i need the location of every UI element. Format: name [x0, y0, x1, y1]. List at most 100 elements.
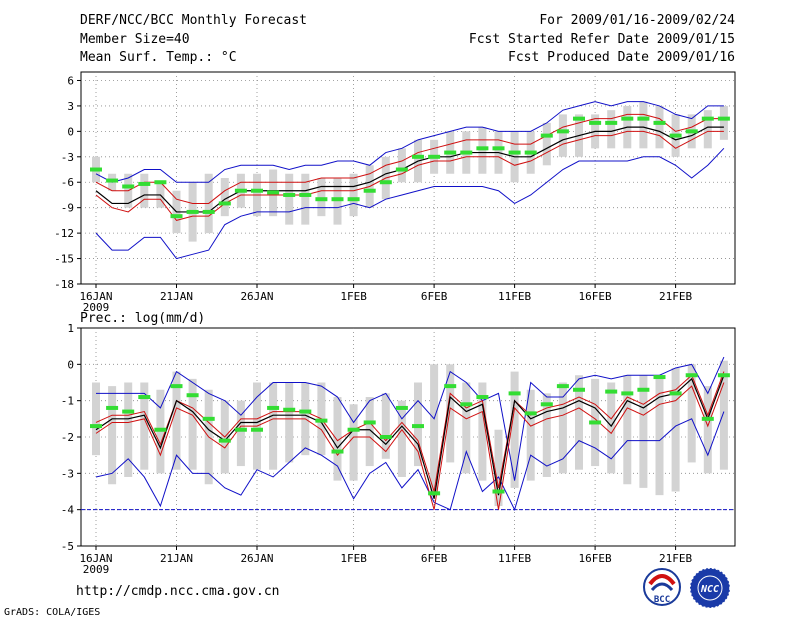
prec-ensemble-box — [542, 393, 551, 477]
prec-ensemble-box — [188, 378, 197, 470]
temp-x-tick-year: 2009 — [83, 301, 110, 314]
prec-obs-marker — [106, 405, 119, 410]
temp-obs-marker — [234, 188, 247, 193]
prec-obs-marker — [605, 389, 618, 394]
prec-x-tick-label: 21JAN — [160, 552, 193, 565]
temp-obs-marker — [556, 129, 569, 134]
prec-ensemble-box — [510, 371, 519, 488]
prec-x-tick-label: 26JAN — [240, 552, 273, 565]
prec-x-tick-label: 21FEB — [659, 552, 692, 565]
prec-p10-line — [95, 382, 725, 510]
temp-ensemble-box — [703, 110, 712, 149]
temp-obs-marker — [717, 116, 730, 121]
temp-ensemble-box — [333, 178, 342, 225]
prec-obs-marker — [621, 391, 634, 396]
prec-ensemble-box — [719, 360, 728, 470]
prec-x-tick-year: 2009 — [83, 563, 110, 576]
temp-obs-marker — [428, 154, 441, 159]
temp-ensemble-box — [285, 173, 294, 225]
prec-max-line — [96, 356, 725, 481]
prec-obs-marker — [492, 489, 505, 494]
temp-obs-marker — [476, 146, 489, 151]
temp-ensemble-box — [397, 148, 406, 183]
temp-obs-marker — [154, 180, 167, 185]
temp-obs-marker — [251, 188, 263, 193]
prec-y-tick-label: 0 — [67, 358, 74, 371]
prec-ensemble-box — [397, 400, 406, 477]
prec-ensemble-box — [526, 389, 535, 481]
prec-obs-marker — [90, 424, 102, 429]
prec-obs-marker — [315, 418, 328, 423]
temp-x-tick-label: 21FEB — [659, 290, 692, 303]
prec-y-tick-label: -3 — [61, 467, 74, 480]
temp-obs-marker — [267, 190, 280, 195]
temp-x-tick-label: 6FEB — [421, 290, 448, 303]
prec-ensemble-box — [575, 375, 583, 470]
temp-x-tick-label: 11FEB — [498, 290, 531, 303]
temp-plot-frame — [80, 71, 736, 285]
prec-y-tick-label: -4 — [61, 504, 75, 517]
prec-obs-marker — [428, 491, 441, 496]
temp-obs-marker — [621, 116, 634, 121]
prec-ensemble-box — [365, 397, 374, 467]
header-period: For 2009/01/16-2009/02/24 — [539, 13, 735, 28]
prec-ensemble-box — [333, 397, 342, 481]
prec-obs-marker — [347, 427, 360, 432]
prec-obs-marker — [395, 405, 408, 410]
temp-obs-marker — [218, 201, 231, 206]
temp-ensemble-box — [140, 173, 149, 208]
temp-max-line — [95, 101, 724, 183]
temp-ensemble-box — [655, 105, 664, 149]
temp-ensemble-box — [220, 178, 229, 217]
prec-obs-marker — [331, 449, 344, 454]
source-url[interactable]: http://cmdp.ncc.cma.gov.cn — [76, 584, 280, 599]
temp-obs-marker — [573, 116, 585, 121]
ncc-logo: NCC — [689, 567, 731, 609]
temp-obs-marker — [395, 167, 408, 172]
temp-obs-marker — [90, 167, 102, 172]
prec-ensemble-box — [140, 382, 149, 470]
prec-obs-marker — [540, 402, 553, 407]
prec-obs-marker — [363, 420, 376, 425]
header-start-date: Fcst Started Refer Date 2009/01/15 — [469, 32, 735, 47]
prec-ensemble-box — [430, 364, 439, 496]
temp-obs-marker — [444, 150, 457, 155]
temp-obs-marker — [685, 129, 698, 134]
temp-obs-marker — [637, 116, 650, 121]
header-title: DERF/NCC/BCC Monthly Forecast — [80, 13, 307, 28]
temp-obs-marker — [412, 154, 424, 159]
prec-x-tick-label: 11FEB — [498, 552, 531, 565]
prec-x-tick-label: 16FEB — [579, 552, 612, 565]
temp-obs-marker — [605, 120, 618, 125]
prec-y-tick-label: -5 — [61, 540, 74, 553]
precip-chart-title: Prec.: log(mm/d) — [80, 311, 205, 326]
temp-obs-marker — [492, 146, 505, 151]
prec-obs-marker — [653, 375, 666, 380]
prec-x-tick-label: 6FEB — [421, 552, 448, 565]
prec-ensemble-box — [349, 404, 358, 481]
ncc-logo-disc — [690, 568, 730, 608]
ncc-logo-laurel — [689, 567, 731, 609]
prec-obs-marker — [138, 395, 151, 400]
temp-y-tick-label: 3 — [67, 100, 74, 113]
prec-ensemble-box — [108, 386, 117, 485]
prec-y-tick-label: -2 — [61, 431, 74, 444]
prec-ensemble-box — [671, 367, 680, 492]
header-produced-date: Fcst Produced Date 2009/01/16 — [508, 50, 735, 65]
temp-x-tick-label: 16FEB — [579, 290, 612, 303]
temp-obs-marker — [653, 120, 666, 125]
prec-obs-marker — [685, 373, 698, 378]
temp-obs-marker — [508, 150, 521, 155]
temp-p10-line — [95, 130, 724, 221]
temp-obs-marker — [138, 181, 151, 186]
ncc-logo-globe — [697, 575, 723, 601]
prec-obs-marker — [412, 424, 424, 429]
temp-obs-marker — [202, 209, 215, 214]
temp-y-tick-label: 0 — [67, 125, 74, 138]
temp-ensemble-box — [719, 105, 728, 140]
temp-obs-marker — [589, 120, 602, 125]
temp-ensemble-box — [349, 173, 358, 217]
temp-obs-marker — [315, 197, 328, 202]
prec-y-tick-label: -1 — [61, 395, 74, 408]
